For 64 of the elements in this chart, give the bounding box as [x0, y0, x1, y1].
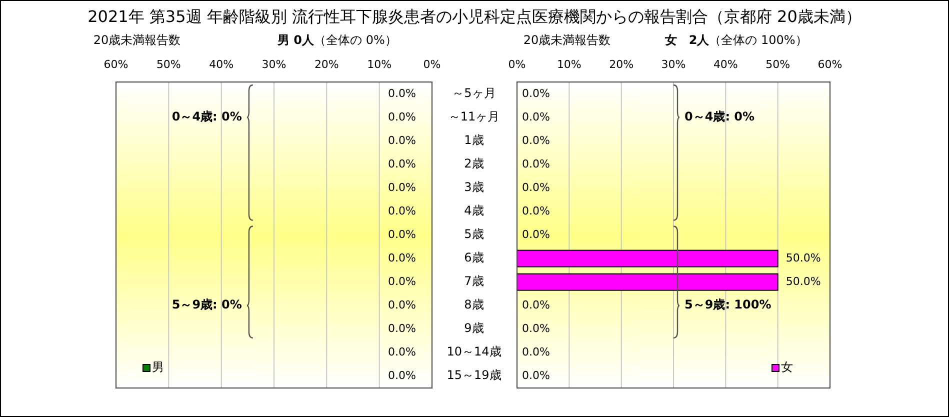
y-tick-label: 15～19歳 — [446, 368, 502, 383]
x-tick-label: 30% — [661, 58, 686, 72]
data-label: 0.0% — [522, 157, 550, 170]
x-tick-label: 30% — [262, 58, 286, 72]
x-tick-label: 40% — [209, 58, 234, 72]
data-label: 50.0% — [786, 252, 821, 265]
x-tick-label: 60% — [818, 58, 842, 72]
y-tick-label: ～5ヶ月 — [452, 86, 496, 100]
annotation: 5～9歳: 100% — [684, 298, 772, 312]
data-label: 0.0% — [522, 180, 550, 194]
y-tick-label: 7歳 — [464, 274, 484, 288]
data-label: 0.0% — [388, 322, 416, 336]
x-tick-label: 50% — [156, 58, 181, 72]
annotation: 5～9歳: 0% — [172, 298, 242, 312]
x-tick-label: 50% — [766, 58, 790, 72]
legend-label: 女 — [781, 360, 793, 374]
x-tick-label: 10% — [556, 58, 582, 72]
annotation: 0～4歳: 0% — [172, 110, 242, 124]
data-label: 0.0% — [522, 298, 550, 312]
data-label: 0.0% — [388, 228, 416, 242]
chart-subtitle: 女 2人（全体の 100%） — [664, 33, 808, 48]
y-tick-label: 10～14歳 — [446, 344, 502, 359]
y-tick-label: 1歳 — [464, 133, 484, 148]
data-label: 0.0% — [388, 86, 416, 100]
y-tick-label: 5歳 — [464, 227, 484, 242]
data-label: 0.0% — [522, 86, 550, 100]
y-tick-label: 9歳 — [464, 321, 484, 336]
y-tick-label: 3歳 — [464, 180, 484, 194]
x-tick-label: 10% — [367, 58, 392, 72]
data-label: 0.0% — [522, 369, 550, 382]
data-label: 0.0% — [388, 180, 416, 194]
data-label: 0.0% — [388, 252, 416, 265]
x-tick-label: 20% — [609, 58, 634, 72]
x-tick-label: 60% — [104, 58, 128, 72]
x-axis-title: 20歳未満報告数 — [523, 33, 611, 48]
data-label: 0.0% — [388, 157, 416, 170]
data-label: 0.0% — [388, 346, 416, 359]
data-label: 0.0% — [522, 110, 550, 124]
chart-subtitle: 男 0人（全体の 0%） — [276, 33, 397, 48]
x-tick-label: 40% — [713, 58, 738, 72]
y-tick-label: 2歳 — [464, 156, 484, 171]
data-label: 0.0% — [388, 298, 416, 312]
data-label: 0.0% — [522, 134, 550, 147]
data-label: 0.0% — [388, 369, 416, 382]
data-label: 0.0% — [522, 346, 550, 359]
y-tick-label: 4歳 — [464, 204, 484, 218]
y-tick-label: ～11ヶ月 — [448, 110, 500, 124]
x-tick-label: 20% — [314, 58, 339, 72]
data-label: 0.0% — [388, 110, 416, 124]
data-label: 0.0% — [388, 275, 416, 288]
legend-label: 男 — [152, 360, 164, 374]
text: 2021年 第35週 年齢階級別 流行性耳下腺炎患者の小児科定点医療機関からの報告割合（京都府 20歳未満） — [88, 7, 862, 26]
data-label: 0.0% — [522, 322, 550, 336]
data-label: 50.0% — [786, 275, 821, 288]
data-label: 0.0% — [388, 204, 416, 218]
x-axis-title: 20歳未満報告数 — [93, 33, 181, 48]
data-label: 0.0% — [522, 228, 550, 242]
x-tick-label: 0% — [423, 58, 441, 72]
data-label: 0.0% — [522, 204, 550, 218]
data-label: 0.0% — [388, 134, 416, 147]
x-tick-label: 0% — [508, 58, 526, 72]
y-tick-label: 6歳 — [464, 250, 484, 265]
y-tick-label: 8歳 — [464, 298, 484, 312]
annotation: 0～4歳: 0% — [684, 110, 755, 124]
